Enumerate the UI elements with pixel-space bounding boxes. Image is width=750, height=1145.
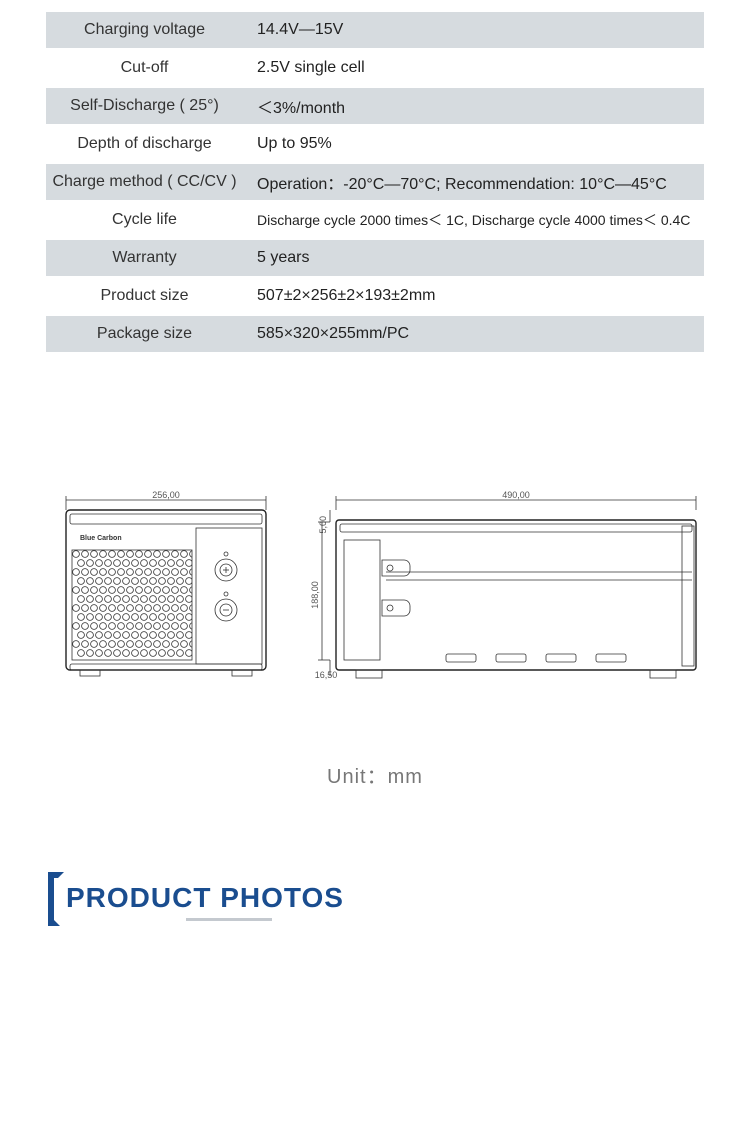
spec-value: 5 years — [243, 240, 704, 276]
spec-row: Self-Discharge ( 25°)＜3%/month — [46, 88, 704, 124]
spec-value: 507±2×256±2×193±2mm — [243, 278, 704, 314]
terminal-pos — [215, 552, 237, 581]
spec-label: Product size — [46, 278, 243, 314]
dim-side-width: 490,00 — [502, 490, 530, 500]
spec-row: Cut-off2.5V single cell — [46, 50, 704, 86]
terminal-neg — [215, 592, 237, 621]
spec-value: Discharge cycle 2000 times＜ 1C, Discharg… — [243, 202, 704, 238]
grill-pattern — [73, 551, 202, 657]
spec-row: Charge method ( CC/CV )Operation：-20°C—7… — [46, 164, 704, 200]
spec-label: Cycle life — [46, 202, 243, 238]
spec-value: ＜3%/month — [243, 88, 704, 124]
spec-row: Depth of dischargeUp to 95% — [46, 126, 704, 162]
unit-label: Unit：mm — [0, 760, 750, 789]
bracket-icon — [46, 870, 66, 930]
spec-label: Package size — [46, 316, 243, 352]
section-heading: PRODUCT PHOTOS — [46, 870, 344, 921]
svg-text:16,50: 16,50 — [315, 670, 338, 680]
spec-label: Self-Discharge ( 25°) — [46, 88, 243, 124]
brand-label: Blue Carbon — [80, 535, 122, 542]
technical-drawings: 256,00 Blue Carbon — [46, 490, 704, 690]
svg-text:5,00: 5,00 — [318, 516, 328, 534]
spec-value: Up to 95% — [243, 126, 704, 162]
spec-table: Charging voltage14.4V—15VCut-off2.5V sin… — [46, 10, 704, 354]
spec-value: 2.5V single cell — [243, 50, 704, 86]
spec-row: Product size507±2×256±2×193±2mm — [46, 278, 704, 314]
section-title: PRODUCT PHOTOS — [46, 870, 344, 914]
section-underline — [186, 918, 272, 921]
dim-front-width: 256,00 — [152, 490, 180, 500]
spec-row: Package size585×320×255mm/PC — [46, 316, 704, 352]
spec-row: Charging voltage14.4V—15V — [46, 12, 704, 48]
spec-label: Charging voltage — [46, 12, 243, 48]
spec-value: 585×320×255mm/PC — [243, 316, 704, 352]
spec-label: Cut-off — [46, 50, 243, 86]
bottom-vents — [446, 654, 626, 662]
spec-row: Cycle lifeDischarge cycle 2000 times＜ 1C… — [46, 202, 704, 238]
spec-label: Charge method ( CC/CV ) — [46, 164, 243, 200]
spec-value: Operation：-20°C—70°C; Recommendation: 10… — [243, 164, 704, 200]
spec-label: Depth of discharge — [46, 126, 243, 162]
dim-side-height: 188,00 — [310, 581, 320, 609]
spec-label: Warranty — [46, 240, 243, 276]
spec-value: 14.4V—15V — [243, 12, 704, 48]
spec-row: Warranty5 years — [46, 240, 704, 276]
